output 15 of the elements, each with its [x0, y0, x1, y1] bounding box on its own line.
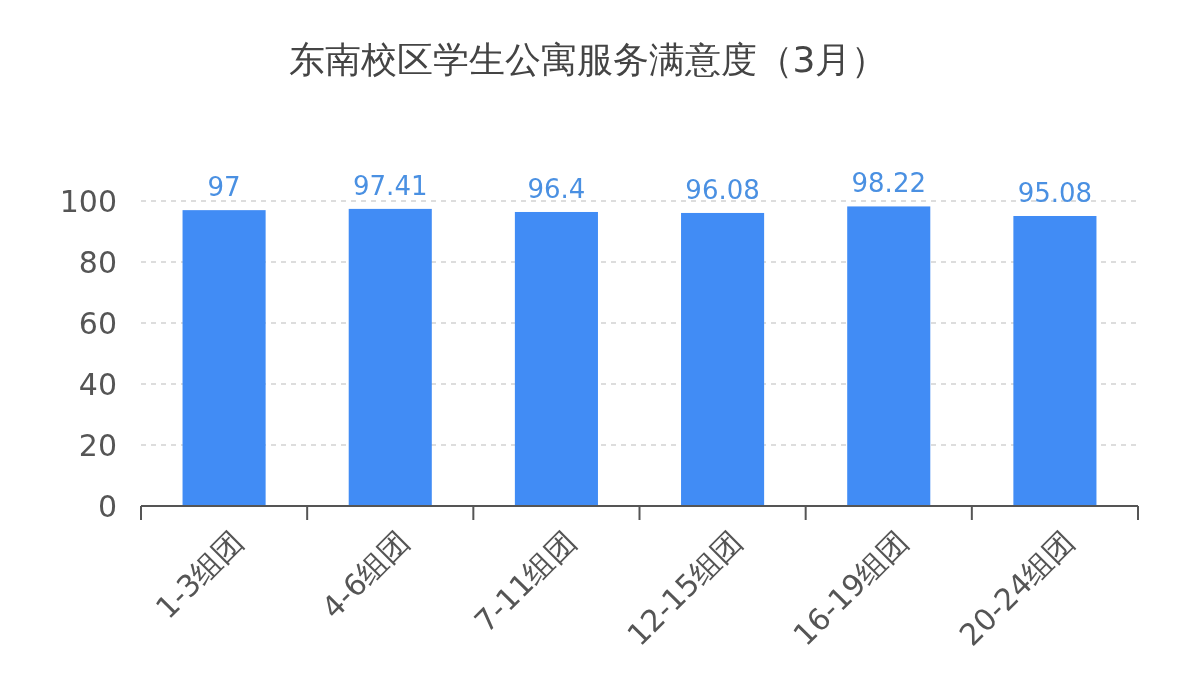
y-tick-label: 100: [59, 183, 117, 219]
y-tick-label: 60: [78, 305, 117, 341]
chart-title: 东南校区学生公寓服务满意度（3月）: [288, 39, 888, 80]
data-label: 98.22: [851, 168, 926, 199]
data-label: 97: [207, 172, 241, 203]
data-label: 96.08: [685, 174, 760, 205]
y-tick-label: 40: [78, 366, 117, 402]
y-tick-label: 0: [97, 488, 117, 524]
x-tick-label: 1-3组团: [148, 523, 251, 626]
data-label: 95.08: [1017, 178, 1093, 209]
data-label: 96.4: [527, 173, 586, 204]
y-tick-label: 80: [78, 244, 117, 280]
data-label: 97.41: [353, 170, 428, 201]
y-tick-label: 20: [78, 427, 117, 463]
x-tick-label: 4-6组团: [314, 523, 417, 626]
